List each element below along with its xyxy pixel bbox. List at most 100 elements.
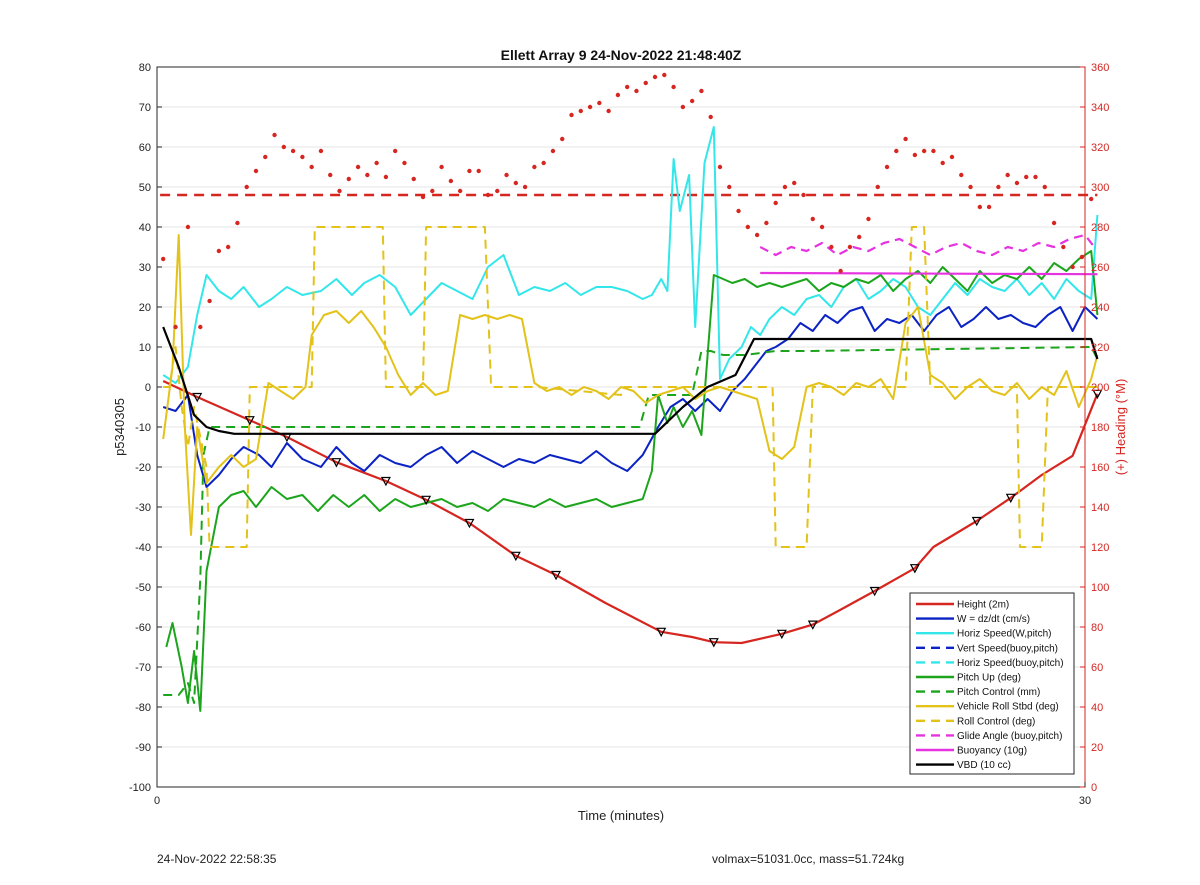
ytick-label: -30 xyxy=(135,502,151,514)
height-marker xyxy=(869,586,880,597)
heading-point xyxy=(782,184,788,190)
legend-label-8: Roll Control (deg) xyxy=(957,716,1035,727)
legend-label-11: VBD (10 cc) xyxy=(957,760,1011,771)
heading-point xyxy=(272,132,277,138)
heading-point xyxy=(309,164,314,170)
y2tick-label: 160 xyxy=(1091,462,1109,474)
series-layer xyxy=(162,126,1099,712)
series-line-1 xyxy=(162,306,1099,488)
heading-point xyxy=(634,88,639,94)
heading-point xyxy=(550,148,556,154)
heading-point xyxy=(263,154,268,160)
ytick-label: -60 xyxy=(135,622,151,634)
ytick-label: 40 xyxy=(139,222,151,234)
heading-point xyxy=(587,104,593,110)
ytick-label: 0 xyxy=(145,382,151,394)
heading-point xyxy=(346,176,351,182)
heading-point xyxy=(717,164,723,170)
heading-point xyxy=(689,98,695,104)
y2tick-label: 0 xyxy=(1091,782,1097,794)
heading-point xyxy=(578,108,583,114)
series-line-7 xyxy=(162,234,1099,536)
heading-point xyxy=(281,144,287,150)
heading-point xyxy=(467,168,472,174)
heading-point xyxy=(411,176,416,182)
height-marker xyxy=(464,518,475,529)
height-marker xyxy=(510,551,521,562)
heading-point xyxy=(560,136,565,142)
height-marker xyxy=(776,629,787,640)
heading-point xyxy=(328,172,333,178)
heading-point xyxy=(522,184,528,190)
heading-point xyxy=(959,172,964,178)
legend-label-7: Vehicle Roll Stbd (deg) xyxy=(957,702,1059,713)
heading-point xyxy=(884,164,890,170)
ytick-label: -50 xyxy=(135,582,151,594)
heading-point xyxy=(374,160,379,166)
ytick-label: -90 xyxy=(135,742,151,754)
heading-point xyxy=(1042,184,1047,190)
heading-point xyxy=(745,224,751,230)
heading-point xyxy=(829,244,834,250)
heading-point xyxy=(253,168,259,174)
height-marker xyxy=(807,620,818,630)
right-axis: 3603403203002802602402202001801601401201… xyxy=(1080,62,1109,794)
chart-title: Ellett Array 9 24-Nov-2022 21:48:40Z xyxy=(501,47,742,63)
heading-point xyxy=(207,298,212,304)
footer-timestamp: 24-Nov-2022 22:58:35 xyxy=(157,852,277,866)
height-marker xyxy=(1092,389,1103,400)
y2tick-label: 180 xyxy=(1091,422,1109,434)
heading-point xyxy=(1079,254,1085,260)
heading-point xyxy=(185,224,191,230)
ytick-label: -80 xyxy=(135,702,151,714)
y2tick-label: 340 xyxy=(1091,102,1109,114)
heading-point xyxy=(1070,264,1075,270)
heading-point xyxy=(402,160,407,166)
heading-point xyxy=(986,204,992,210)
height-marker xyxy=(971,516,982,527)
heading-point xyxy=(504,172,509,178)
heading-point xyxy=(708,114,713,120)
heading-point xyxy=(866,216,871,222)
height-marker xyxy=(192,392,203,403)
heading-point xyxy=(485,192,491,198)
legend-label-9: Glide Angle (buoy,pitch) xyxy=(957,731,1062,742)
heading-point xyxy=(819,224,825,230)
heading-point xyxy=(847,244,853,250)
height-marker xyxy=(421,495,432,506)
heading-point xyxy=(894,148,899,154)
ytick-label: 80 xyxy=(139,62,151,74)
y2tick-label: 20 xyxy=(1091,742,1103,754)
heading-point xyxy=(439,164,444,170)
y2tick-label: 260 xyxy=(1091,262,1109,274)
height-marker xyxy=(656,627,667,638)
legend-label-5: Pitch Up (deg) xyxy=(957,673,1021,684)
heading-point xyxy=(662,72,667,78)
series-line-9 xyxy=(759,233,1096,257)
legend-items: Height (2m) W = dz/dt (cm/s) Horiz Speed(W… xyxy=(916,600,1064,771)
heading-point xyxy=(1088,196,1094,202)
y2tick-label: 300 xyxy=(1091,182,1109,194)
heading-point xyxy=(996,184,1001,190)
legend-label-6: Pitch Control (mm) xyxy=(957,687,1040,698)
y2-axis-label: (+) Heading (°M) xyxy=(1113,379,1128,476)
xtick-label: 30 xyxy=(1079,795,1091,807)
y2tick-label: 60 xyxy=(1091,662,1103,674)
heading-point xyxy=(300,154,305,160)
height-marker xyxy=(1005,493,1016,504)
series-line-8 xyxy=(163,226,1098,548)
y2tick-label: 40 xyxy=(1091,702,1103,714)
heading-point xyxy=(615,92,621,98)
heading-point xyxy=(671,84,676,90)
heading-point xyxy=(355,164,361,170)
y2tick-label: 240 xyxy=(1091,302,1109,314)
x-axis: 0 30 xyxy=(154,782,1091,807)
heading-point xyxy=(624,84,630,90)
y2tick-label: 100 xyxy=(1091,582,1109,594)
heading-point xyxy=(160,256,166,262)
y2tick-label: 360 xyxy=(1091,62,1109,74)
heading-point xyxy=(383,174,389,180)
ytick-label: 10 xyxy=(139,342,151,354)
ytick-label: -20 xyxy=(135,462,151,474)
